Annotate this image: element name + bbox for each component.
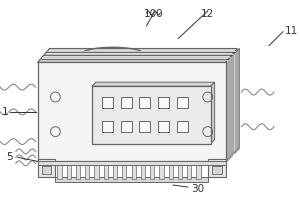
Bar	[94, 163, 99, 179]
Bar	[102, 97, 113, 108]
Polygon shape	[211, 82, 214, 144]
Bar	[122, 163, 127, 179]
Bar	[196, 163, 201, 179]
Bar	[38, 161, 226, 165]
Bar	[104, 163, 108, 179]
Bar	[178, 163, 182, 179]
Bar	[159, 163, 164, 179]
Bar	[150, 163, 154, 179]
Bar	[85, 163, 89, 179]
Bar	[208, 159, 226, 177]
Bar	[212, 166, 222, 174]
Polygon shape	[38, 49, 237, 62]
Bar	[56, 177, 208, 182]
Bar	[76, 163, 80, 179]
Text: 30: 30	[191, 184, 204, 194]
Bar	[102, 121, 113, 132]
Polygon shape	[92, 82, 214, 86]
Bar	[121, 121, 132, 132]
Bar	[140, 121, 150, 132]
Bar	[158, 121, 169, 132]
Bar	[41, 166, 51, 174]
Bar	[140, 97, 150, 108]
Bar	[38, 159, 56, 177]
Bar	[38, 62, 226, 161]
Text: 12: 12	[201, 9, 214, 19]
Bar	[141, 163, 145, 179]
Bar	[67, 163, 71, 179]
Text: 11: 11	[285, 26, 298, 36]
Text: 5: 5	[7, 152, 13, 162]
Text: 1: 1	[2, 107, 8, 117]
Bar	[132, 163, 136, 179]
Bar	[177, 121, 188, 132]
Bar	[177, 97, 188, 108]
Bar	[158, 97, 169, 108]
Bar	[92, 86, 211, 144]
Bar	[121, 97, 132, 108]
Bar	[113, 163, 117, 179]
Bar	[169, 163, 173, 179]
Bar	[187, 163, 191, 179]
Polygon shape	[226, 49, 239, 161]
Bar	[57, 163, 62, 179]
Text: 100: 100	[143, 9, 163, 19]
